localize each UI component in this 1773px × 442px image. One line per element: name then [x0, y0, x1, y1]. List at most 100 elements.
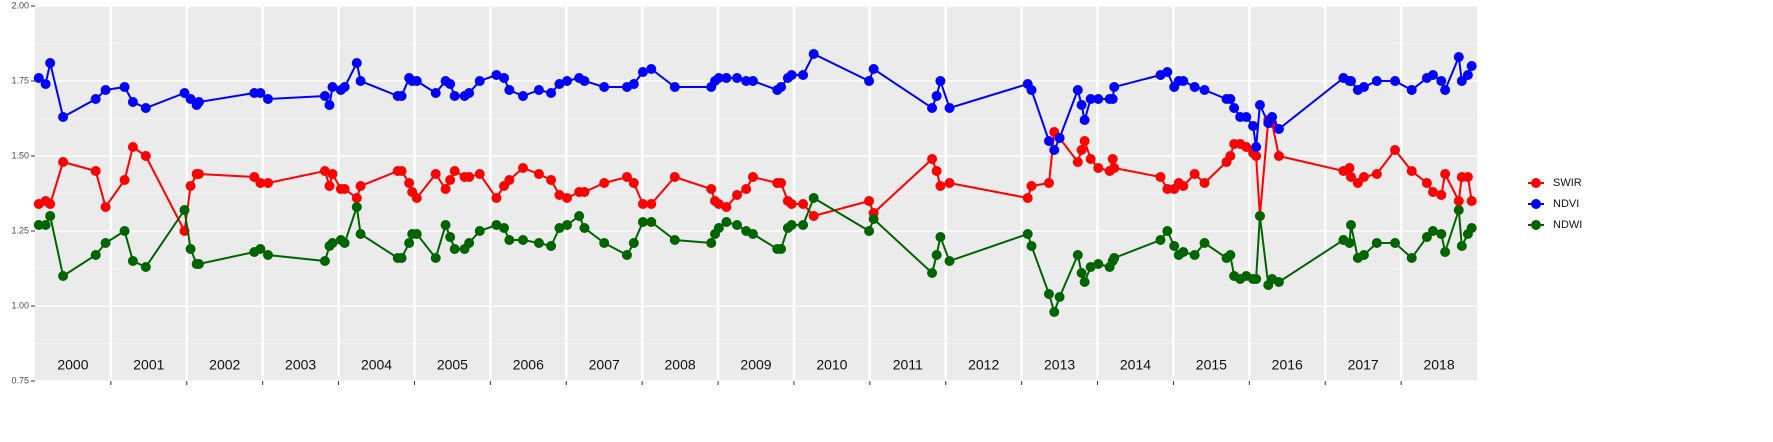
data-point: [864, 226, 875, 236]
data-point: [931, 91, 942, 101]
data-point: [546, 175, 557, 185]
data-point: [445, 232, 456, 242]
data-point: [1162, 67, 1173, 77]
data-point: [1346, 220, 1357, 230]
year-label: 2000: [57, 357, 88, 373]
data-point: [1107, 154, 1118, 164]
data-point: [474, 76, 485, 86]
data-point: [747, 172, 758, 182]
data-point: [319, 91, 330, 101]
data-point: [579, 76, 590, 86]
data-point: [499, 223, 510, 233]
data-point: [1358, 250, 1369, 260]
data-point: [119, 226, 130, 236]
data-point: [518, 235, 529, 245]
data-point: [864, 76, 875, 86]
data-point: [1107, 94, 1118, 104]
data-point: [185, 181, 196, 191]
data-point: [1049, 145, 1060, 155]
data-point: [1346, 172, 1357, 182]
data-point: [327, 238, 338, 248]
year-label: 2005: [437, 357, 468, 373]
data-point: [1352, 178, 1363, 188]
data-point: [1109, 82, 1120, 92]
data-point: [449, 244, 460, 254]
data-point: [127, 97, 138, 107]
data-point: [464, 172, 475, 182]
data-point: [533, 169, 544, 179]
data-point: [440, 220, 451, 230]
data-point: [58, 271, 69, 281]
data-point: [776, 82, 787, 92]
data-point: [798, 70, 809, 80]
data-point: [1076, 145, 1087, 155]
data-point: [713, 223, 724, 233]
data-point: [533, 85, 544, 95]
data-point: [1043, 289, 1054, 299]
data-point: [621, 250, 632, 260]
data-point: [1085, 262, 1096, 272]
data-point: [1344, 238, 1355, 248]
data-point: [127, 256, 138, 266]
data-point: [504, 235, 515, 245]
data-point: [776, 178, 787, 188]
data-point: [193, 169, 204, 179]
data-point: [255, 244, 266, 254]
data-point: [249, 172, 260, 182]
data-point: [1273, 124, 1284, 134]
legend: SWIR NDVI NDWI: [1528, 177, 1582, 231]
data-point: [45, 211, 56, 221]
data-point: [599, 178, 610, 188]
data-point: [1440, 85, 1451, 95]
data-point: [1436, 190, 1447, 200]
data-point: [1406, 166, 1417, 176]
data-point: [1162, 184, 1173, 194]
data-point: [449, 91, 460, 101]
data-point: [574, 211, 585, 221]
data-point: [721, 73, 732, 83]
data-point: [518, 163, 529, 173]
data-point: [1178, 181, 1189, 191]
data-point: [808, 49, 819, 59]
data-point: [721, 217, 732, 227]
data-point: [1241, 112, 1252, 122]
data-point: [396, 166, 407, 176]
data-point: [351, 202, 362, 212]
data-point: [1079, 277, 1090, 287]
data-point: [1093, 163, 1104, 173]
data-point: [1346, 76, 1357, 86]
data-point: [669, 172, 680, 182]
data-point: [1189, 250, 1200, 260]
year-label: 2013: [1044, 357, 1075, 373]
data-point: [58, 157, 69, 167]
data-point: [319, 166, 330, 176]
data-point: [411, 229, 422, 239]
data-point: [669, 82, 680, 92]
data-point: [351, 193, 362, 203]
data-point: [1453, 205, 1464, 215]
data-point: [1178, 247, 1189, 257]
data-point: [1109, 163, 1120, 173]
data-point: [430, 253, 441, 263]
data-point: [464, 88, 475, 98]
data-point: [491, 220, 502, 230]
data-point: [449, 166, 460, 176]
data-point: [1466, 223, 1477, 233]
data-point: [1169, 241, 1180, 251]
data-point: [562, 76, 573, 86]
data-point: [193, 259, 204, 269]
data-point: [732, 73, 743, 83]
data-point: [1043, 178, 1054, 188]
data-point: [533, 238, 544, 248]
data-point: [868, 64, 879, 74]
data-point: [1427, 226, 1438, 236]
data-point: [669, 235, 680, 245]
data-point: [1225, 151, 1236, 161]
data-point: [944, 103, 955, 113]
year-label: 2015: [1196, 357, 1227, 373]
data-point: [1199, 178, 1210, 188]
data-point: [1189, 169, 1200, 179]
data-point: [518, 91, 529, 101]
data-point: [1072, 250, 1083, 260]
